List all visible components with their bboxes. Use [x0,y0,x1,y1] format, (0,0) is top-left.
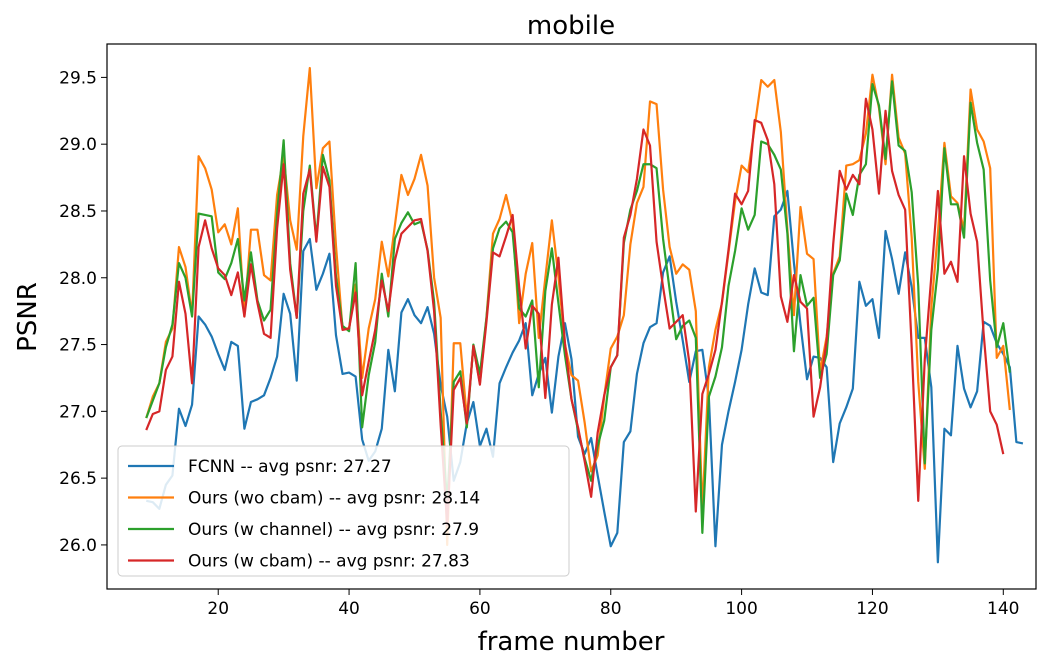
x-tick-label: 20 [207,599,229,619]
y-tick-label: 29.5 [59,68,97,88]
legend-label-2: Ours (w channel) -- avg psnr: 27.9 [188,520,479,540]
x-tick-label: 40 [338,599,360,619]
x-tick-label: 100 [725,599,757,619]
chart-title: mobile [527,11,615,41]
x-tick-label: 120 [856,599,888,619]
series-line-1 [145,66,1011,547]
y-tick-label: 27.5 [59,336,97,356]
ticks-layer: 20 40 60 80 100 120 140 26.0 26.5 27.0 27.5 28.0 28.… [59,68,1019,619]
y-tick-label: 28.5 [59,202,97,222]
legend: FCNN -- avg psnr: 27.27 Ours (wo cbam) --… [117,445,570,577]
x-axis-label: frame number [478,627,665,657]
legend-label-0: FCNN -- avg psnr: 27.27 [188,457,392,477]
y-tick-label: 26.0 [59,536,97,556]
legend-box [117,445,570,577]
y-tick-label: 27.0 [59,402,97,422]
y-tick-label: 28.0 [59,269,97,289]
series-line-3 [145,97,1005,526]
y-axis-label: PSNR [13,282,43,352]
y-tick-label: 26.5 [59,469,97,489]
legend-label-3: Ours (w cbam) -- avg psnr: 27.83 [188,552,470,572]
x-tick-label: 80 [600,599,622,619]
y-tick-label: 29.0 [59,135,97,155]
x-tick-label: 60 [469,599,491,619]
legend-label-1: Ours (wo cbam) -- avg psnr: 28.14 [188,489,480,509]
x-tick-label: 140 [987,599,1019,619]
plot-area-frame [106,43,1037,590]
series-layer [145,66,1024,564]
